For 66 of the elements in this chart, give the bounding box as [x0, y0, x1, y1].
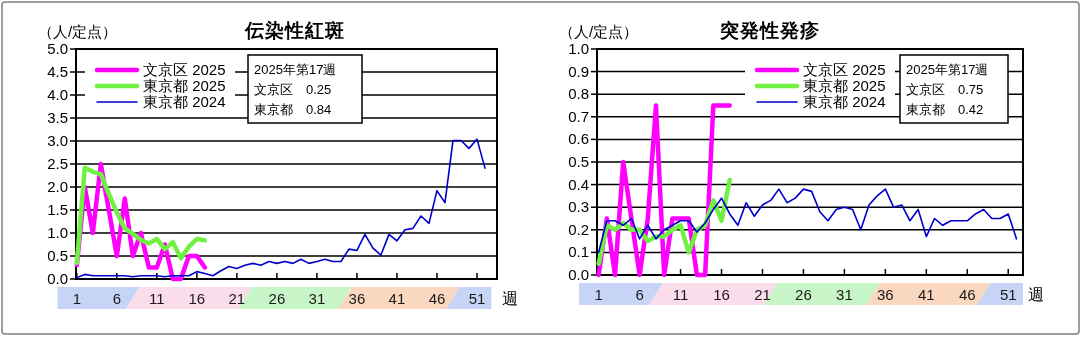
legend-label: 東京都 2025 [143, 77, 226, 94]
x-tick-label: 51 [468, 290, 486, 307]
legend-label: 文京区 2025 [143, 61, 226, 78]
y-tick-label: 2.0 [47, 178, 68, 195]
x-tick-label: 31 [308, 290, 326, 307]
chart-title: 伝染性紅斑 [244, 20, 345, 41]
y-tick-label: 4.0 [47, 86, 68, 103]
y-tick-label: 0.9 [568, 62, 589, 80]
y-tick-label: 0.5 [47, 247, 68, 264]
y-tick-label: 1.0 [568, 40, 589, 57]
y-tick-label: 0.7 [568, 107, 589, 125]
annotation: 東京都 0.42 [906, 102, 984, 117]
x-tick-label: 11 [672, 286, 689, 303]
y-tick-label: 0.2 [568, 220, 589, 238]
annotation: 文京区 0.75 [906, 82, 984, 97]
y-tick-label: 0.8 [568, 85, 589, 103]
x-tick-label: 6 [635, 286, 644, 303]
y-tick-label: 0.6 [568, 130, 589, 148]
y-tick-label: 0.4 [568, 175, 589, 193]
y-axis-title: （人/定点） [38, 23, 118, 40]
y-tick-label: 0.0 [568, 266, 589, 283]
x-tick-label: 16 [188, 290, 206, 307]
y-tick-label: 5.0 [47, 40, 68, 57]
x-tick-label: 6 [112, 290, 121, 307]
y-tick-label: 1.5 [47, 201, 68, 218]
line-series [596, 177, 732, 266]
x-axis-title: 週 [502, 290, 518, 307]
line-series [74, 165, 208, 266]
x-tick-label: 26 [795, 286, 812, 303]
y-tick-label: 3.0 [47, 132, 68, 149]
y-tick-label: 0.5 [568, 153, 589, 170]
chart-title: 突発性発疹 [719, 20, 820, 41]
y-tick-label: 4.5 [47, 63, 68, 80]
x-tick-label: 1 [72, 290, 81, 307]
x-tick-label: 41 [388, 290, 406, 307]
annotation: 2025年第17週 [906, 62, 989, 77]
y-tick-label: 0.0 [47, 270, 68, 287]
x-tick-label: 31 [836, 286, 853, 303]
x-axis-title: 週 [1028, 286, 1044, 303]
x-tick-label: 51 [999, 286, 1017, 303]
x-tick-label: 41 [917, 286, 935, 303]
annotation: 文京区 0.25 [254, 82, 332, 97]
x-tick-label: 21 [228, 290, 246, 307]
annotation: 東京都 0.84 [254, 102, 332, 117]
y-tick-label: 0.3 [568, 198, 589, 216]
legend-label: 東京都 2024 [803, 93, 886, 110]
y-tick-label: 0.1 [568, 243, 589, 261]
x-tick-label: 36 [877, 286, 894, 303]
y-tick-label: 1.0 [47, 224, 68, 241]
y-tick-label: 3.5 [47, 109, 68, 126]
legend-label: 東京都 2024 [143, 93, 226, 110]
x-tick-label: 11 [149, 290, 165, 307]
x-tick-label: 46 [958, 286, 976, 303]
y-axis-title: （人/定点） [559, 23, 639, 40]
x-tick-label: 21 [754, 286, 771, 303]
line-series [76, 138, 486, 279]
x-tick-label: 16 [713, 286, 730, 303]
annotation: 2025年第17週 [254, 62, 337, 77]
legend-label: 文京区 2025 [803, 61, 886, 78]
x-tick-label: 26 [268, 290, 286, 307]
line-series [597, 188, 1018, 254]
x-tick-label: 36 [348, 290, 366, 307]
x-tick-label: 46 [428, 290, 446, 307]
y-tick-label: 2.5 [47, 155, 68, 172]
legend-label: 東京都 2025 [803, 77, 886, 94]
x-tick-label: 1 [594, 286, 603, 303]
